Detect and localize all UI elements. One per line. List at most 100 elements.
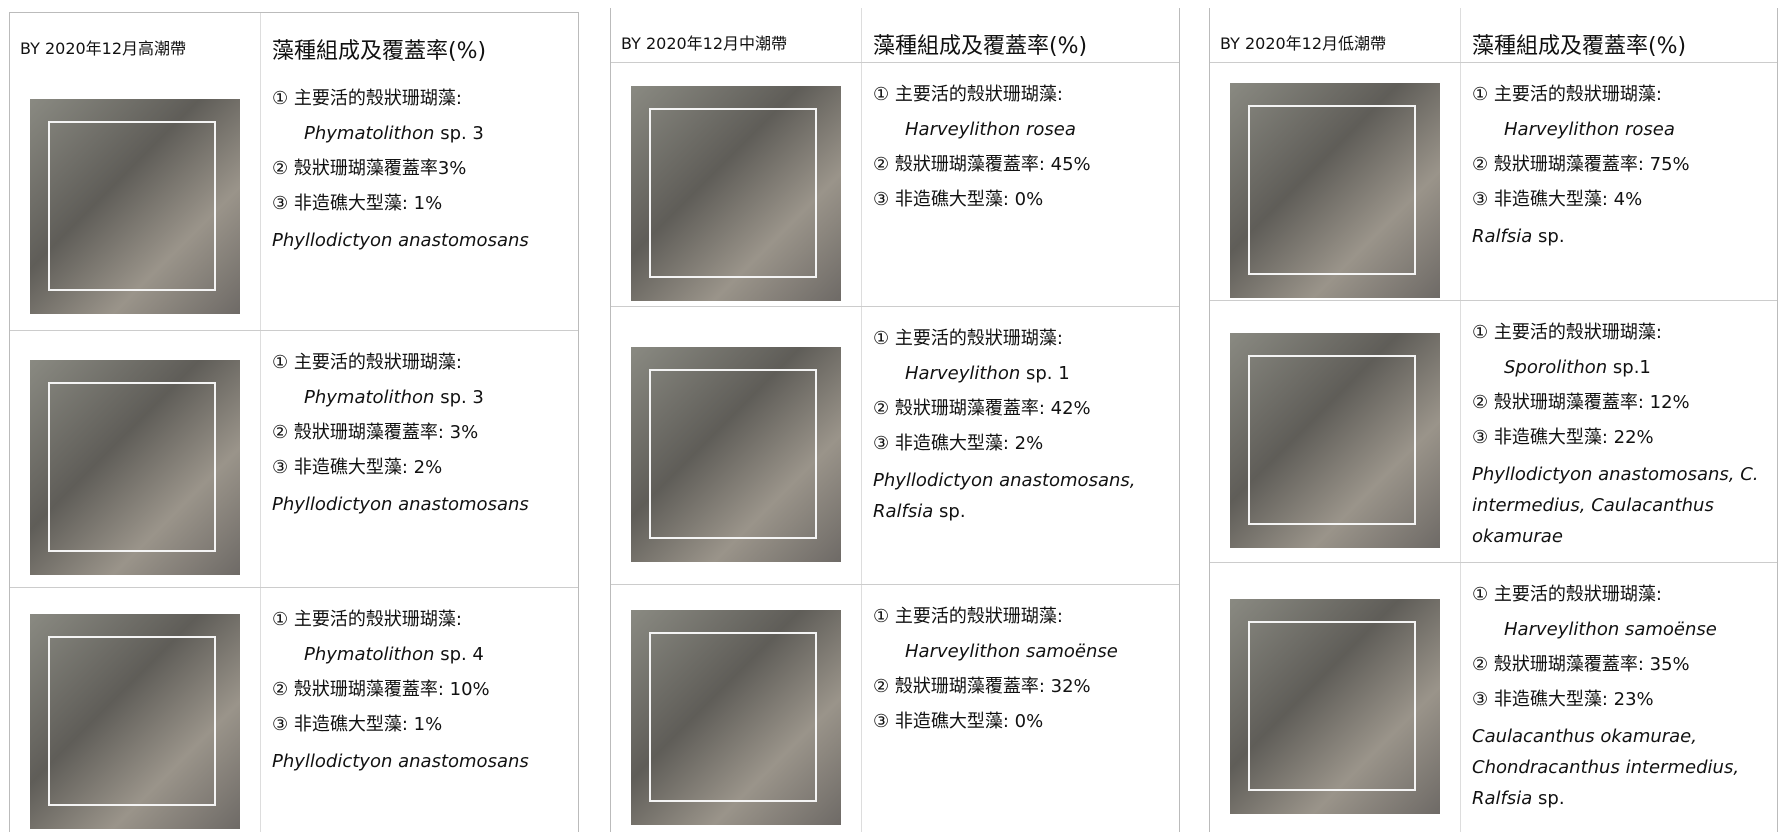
species: Harveylithon rosea <box>1472 112 1769 147</box>
species-label: ① 主要活的殼狀珊瑚藻: <box>1472 322 1662 343</box>
divider <box>1460 8 1461 832</box>
coverage: ② 殼狀珊瑚藻覆蓋率: 42% <box>873 398 1091 419</box>
photo <box>631 346 841 562</box>
species: Phymatolithon sp. 4 <box>272 637 570 672</box>
species-italic: Phymatolithon <box>304 123 435 144</box>
coverage: ② 殼狀珊瑚藻覆蓋率: 12% <box>1472 392 1690 413</box>
species-italic: Harveylithon samoënse <box>1504 619 1717 640</box>
row: ① 主要活的殼狀珊瑚藻: Harveylithon rosea ② 殼狀珊瑚藻覆蓋率… <box>1210 62 1777 301</box>
quadrat <box>48 635 216 806</box>
species-label: ① 主要活的殼狀珊瑚藻: <box>272 609 462 630</box>
species-plain: sp.1 <box>1612 357 1651 378</box>
photo <box>30 613 240 829</box>
species-label: ① 主要活的殼狀珊瑚藻: <box>272 352 462 373</box>
quadrat <box>1248 620 1416 791</box>
coverage: ② 殼狀珊瑚藻覆蓋率: 35% <box>1472 654 1690 675</box>
photo <box>30 360 240 575</box>
divider <box>861 8 862 832</box>
species: Harveylithon samoënse <box>1472 612 1769 647</box>
coverage: ② 殼狀珊瑚藻覆蓋率: 3% <box>272 422 479 443</box>
macroalgae: ③ 非造礁大型藻: 0% <box>873 711 1044 732</box>
others-italic: Phyllodictyon anastomosans <box>272 230 529 251</box>
coverage: ② 殼狀珊瑚藻覆蓋率: 10% <box>272 679 490 700</box>
species-italic: Phymatolithon <box>304 644 435 665</box>
row: ① 主要活的殼狀珊瑚藻: Harveylithon samoënse ② 殼狀珊瑚藻… <box>611 584 1179 833</box>
others-plain: sp. <box>1538 226 1565 247</box>
macroalgae: ③ 非造礁大型藻: 1% <box>272 714 443 735</box>
species: Phymatolithon sp. 3 <box>272 380 570 415</box>
other-species: Phyllodictyon anastomosans <box>272 225 570 256</box>
others-plain: sp. <box>1538 788 1565 809</box>
row: ① 主要活的殼狀珊瑚藻: Phymatolithon sp. 3 ② 殼狀珊瑚藻覆蓋… <box>10 330 578 588</box>
panel: BY 2020年12月低潮帶 藻種組成及覆蓋率(%) ① 主要活的殼狀珊瑚藻: Har… <box>1209 8 1778 832</box>
text-block: ① 主要活的殼狀珊瑚藻: Phymatolithon sp. 4 ② 殼狀珊瑚藻覆蓋… <box>272 602 570 777</box>
species: Harveylithon samoënse <box>873 634 1171 669</box>
header-title: 藻種組成及覆蓋率(%) <box>1472 34 1687 59</box>
row: ① 主要活的殼狀珊瑚藻: Harveylithon samoënse ② 殼狀珊瑚藻… <box>1210 562 1777 833</box>
text-block: ① 主要活的殼狀珊瑚藻: Phymatolithon sp. 3 ② 殼狀珊瑚藻覆蓋… <box>272 345 570 520</box>
species-plain: sp. 4 <box>440 644 484 665</box>
quadrat <box>48 121 216 291</box>
species-label: ① 主要活的殼狀珊瑚藻: <box>272 88 462 109</box>
macroalgae: ③ 非造礁大型藻: 2% <box>272 457 443 478</box>
quadrat <box>1248 104 1416 275</box>
species-label: ① 主要活的殼狀珊瑚藻: <box>1472 84 1662 105</box>
photo <box>1230 82 1440 298</box>
others-italic: Phyllodictyon anastomosans <box>272 751 529 772</box>
other-species: Phyllodictyon anastomosans, Ralfsia sp. <box>873 465 1171 527</box>
coverage: ② 殼狀珊瑚藻覆蓋率: 45% <box>873 154 1091 175</box>
text-block: ① 主要活的殼狀珊瑚藻: Harveylithon samoënse ② 殼狀珊瑚藻… <box>1472 577 1769 814</box>
text-block: ① 主要活的殼狀珊瑚藻: Harveylithon rosea ② 殼狀珊瑚藻覆蓋率… <box>873 77 1171 217</box>
other-species: Phyllodictyon anastomosans <box>272 489 570 520</box>
species-label: ① 主要活的殼狀珊瑚藻: <box>873 606 1063 627</box>
species-label: ① 主要活的殼狀珊瑚藻: <box>873 328 1063 349</box>
others-italic: Phyllodictyon anastomosans, Ralfsia <box>873 470 1136 522</box>
species-label: ① 主要活的殼狀珊瑚藻: <box>1472 584 1662 605</box>
macroalgae: ③ 非造礁大型藻: 4% <box>1472 189 1643 210</box>
macroalgae: ③ 非造礁大型藻: 22% <box>1472 427 1654 448</box>
row: ① 主要活的殼狀珊瑚藻: Harveylithon rosea ② 殼狀珊瑚藻覆蓋率… <box>611 62 1179 307</box>
macroalgae: ③ 非造礁大型藻: 23% <box>1472 689 1654 710</box>
species-italic: Harveylithon rosea <box>905 119 1076 140</box>
species-label: ① 主要活的殼狀珊瑚藻: <box>873 84 1063 105</box>
row: ① 主要活的殼狀珊瑚藻: Sporolithon sp.1 ② 殼狀珊瑚藻覆蓋率: … <box>1210 300 1777 563</box>
species: Harveylithon rosea <box>873 112 1171 147</box>
photo <box>1230 332 1440 548</box>
others-italic: Caulacanthus okamurae, Chondracanthus in… <box>1472 726 1740 809</box>
species: Phymatolithon sp. 3 <box>272 116 570 151</box>
macroalgae: ③ 非造礁大型藻: 0% <box>873 189 1044 210</box>
quadrat <box>649 107 817 278</box>
row: ① 主要活的殼狀珊瑚藻: Phymatolithon sp. 3 ② 殼狀珊瑚藻覆蓋… <box>10 67 578 330</box>
quadrat <box>48 382 216 552</box>
photo <box>1230 598 1440 814</box>
coverage: ② 殼狀珊瑚藻覆蓋率: 75% <box>1472 154 1690 175</box>
text-block: ① 主要活的殼狀珊瑚藻: Harveylithon samoënse ② 殼狀珊瑚藻… <box>873 599 1171 739</box>
species-plain: sp. 3 <box>440 123 484 144</box>
species: Sporolithon sp.1 <box>1472 350 1769 385</box>
species-plain: sp. 3 <box>440 387 484 408</box>
zone-label: BY 2020年12月高潮帶 <box>20 39 187 58</box>
species-plain: sp. 1 <box>1025 363 1070 384</box>
others-italic: Phyllodictyon anastomosans <box>272 494 529 515</box>
divider <box>260 13 261 832</box>
photo <box>631 609 841 825</box>
zone-label: BY 2020年12月中潮帶 <box>621 34 788 53</box>
header-title: 藻種組成及覆蓋率(%) <box>272 39 487 64</box>
macroalgae: ③ 非造礁大型藻: 2% <box>873 433 1044 454</box>
species: Harveylithon sp. 1 <box>873 356 1171 391</box>
text-block: ① 主要活的殼狀珊瑚藻: Harveylithon sp. 1 ② 殼狀珊瑚藻覆蓋率… <box>873 321 1171 527</box>
other-species: Phyllodictyon anastomosans <box>272 746 570 777</box>
macroalgae: ③ 非造礁大型藻: 1% <box>272 193 443 214</box>
species-italic: Harveylithon <box>905 363 1021 384</box>
header-title: 藻種組成及覆蓋率(%) <box>873 34 1088 59</box>
text-block: ① 主要活的殼狀珊瑚藻: Phymatolithon sp. 3 ② 殼狀珊瑚藻覆蓋… <box>272 81 570 256</box>
quadrat <box>1248 354 1416 525</box>
others-italic: Ralfsia <box>1472 226 1533 247</box>
panel: BY 2020年12月中潮帶 藻種組成及覆蓋率(%) ① 主要活的殼狀珊瑚藻: Har… <box>610 8 1180 832</box>
coverage: ② 殼狀珊瑚藻覆蓋率3% <box>272 158 467 179</box>
coverage: ② 殼狀珊瑚藻覆蓋率: 32% <box>873 676 1091 697</box>
others-plain: sp. <box>939 501 966 522</box>
photo <box>30 99 240 314</box>
zone-label: BY 2020年12月低潮帶 <box>1220 34 1387 53</box>
